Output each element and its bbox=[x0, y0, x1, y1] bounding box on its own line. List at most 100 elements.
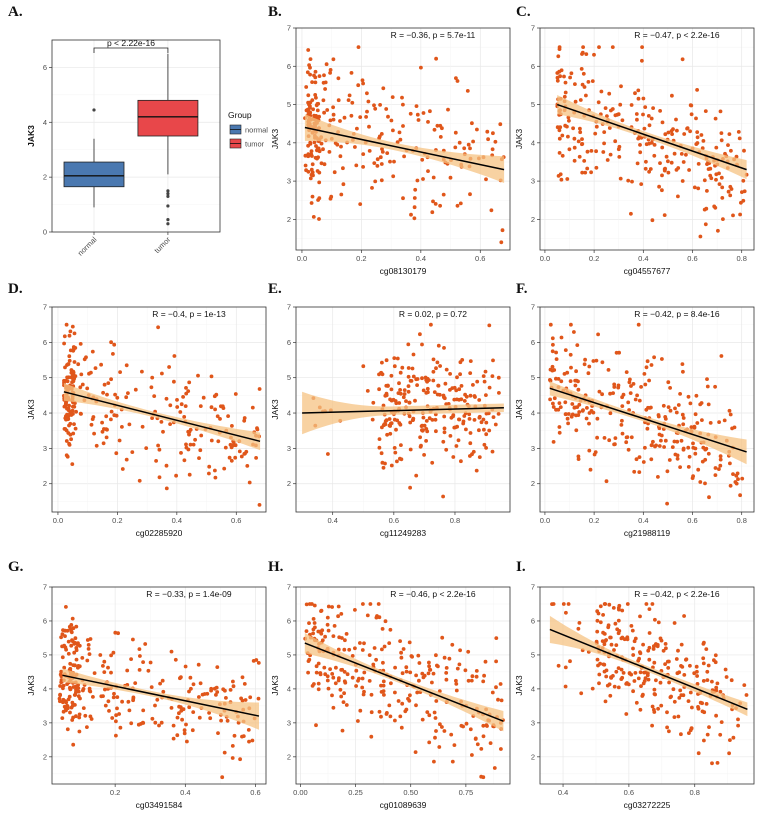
x-tick-label: 0.50 bbox=[403, 788, 418, 797]
data-point bbox=[68, 409, 73, 414]
data-point bbox=[642, 372, 647, 376]
data-point bbox=[433, 716, 438, 720]
data-point bbox=[551, 401, 555, 406]
data-point bbox=[181, 707, 186, 712]
data-point bbox=[583, 170, 588, 175]
data-point bbox=[579, 67, 584, 71]
data-point bbox=[653, 692, 657, 697]
data-point bbox=[360, 648, 365, 652]
data-point bbox=[124, 395, 129, 400]
data-point bbox=[360, 676, 365, 681]
data-point bbox=[617, 629, 622, 633]
data-point bbox=[472, 418, 477, 422]
data-point bbox=[114, 713, 118, 718]
data-point bbox=[608, 411, 613, 416]
data-point bbox=[303, 153, 308, 158]
data-point bbox=[361, 364, 366, 369]
data-point bbox=[60, 655, 65, 660]
data-point bbox=[92, 671, 97, 675]
data-point bbox=[339, 694, 344, 699]
data-point bbox=[603, 106, 608, 110]
data-point bbox=[548, 378, 553, 383]
data-point bbox=[402, 154, 406, 159]
data-point bbox=[695, 421, 700, 425]
data-point bbox=[673, 406, 677, 411]
data-point bbox=[340, 667, 345, 672]
data-point bbox=[696, 706, 701, 711]
data-point bbox=[369, 734, 374, 739]
data-point bbox=[563, 684, 568, 689]
data-point bbox=[618, 102, 623, 107]
data-point bbox=[358, 115, 363, 119]
data-point bbox=[570, 412, 575, 417]
data-point bbox=[362, 670, 367, 675]
data-point bbox=[687, 168, 691, 172]
data-point bbox=[484, 393, 488, 397]
data-point bbox=[105, 392, 109, 397]
y-tick-label: 5 bbox=[43, 650, 47, 659]
data-point bbox=[678, 688, 683, 693]
data-point bbox=[568, 352, 573, 357]
data-point bbox=[111, 352, 115, 356]
data-point bbox=[652, 660, 657, 665]
data-point bbox=[557, 47, 562, 51]
data-point bbox=[369, 692, 374, 697]
data-point bbox=[384, 712, 389, 716]
data-point bbox=[637, 470, 642, 474]
data-point bbox=[639, 182, 644, 187]
data-point bbox=[411, 352, 416, 357]
data-point bbox=[569, 365, 573, 370]
data-point bbox=[724, 675, 729, 679]
data-point bbox=[494, 685, 498, 690]
data-point bbox=[65, 406, 69, 411]
data-point bbox=[379, 683, 383, 688]
data-point bbox=[667, 680, 671, 685]
data-point bbox=[406, 374, 411, 379]
data-point bbox=[417, 661, 422, 665]
data-point bbox=[662, 445, 666, 449]
data-point bbox=[256, 661, 261, 665]
data-point bbox=[662, 167, 667, 172]
data-point bbox=[314, 114, 318, 118]
y-tick-label: 4 bbox=[531, 409, 535, 418]
data-point bbox=[186, 447, 191, 452]
x-tick-label: 0.8 bbox=[690, 788, 700, 797]
data-point bbox=[455, 666, 460, 671]
data-point bbox=[723, 667, 728, 672]
data-point bbox=[322, 665, 327, 670]
data-point bbox=[137, 668, 142, 672]
data-point bbox=[254, 658, 259, 662]
y-tick-label: 0 bbox=[43, 228, 47, 237]
data-point bbox=[103, 703, 108, 708]
data-point bbox=[443, 381, 448, 386]
data-point bbox=[65, 727, 70, 732]
data-point bbox=[305, 70, 310, 75]
data-point bbox=[448, 434, 453, 438]
data-point bbox=[420, 376, 424, 381]
data-point bbox=[467, 412, 472, 417]
data-point bbox=[638, 150, 643, 155]
data-point bbox=[441, 439, 446, 444]
data-point bbox=[576, 139, 581, 144]
data-point bbox=[646, 648, 651, 653]
data-point bbox=[586, 80, 591, 84]
data-point bbox=[454, 688, 459, 693]
data-point bbox=[431, 199, 435, 204]
x-tick-label: 0.6 bbox=[687, 254, 697, 263]
data-point bbox=[705, 377, 709, 381]
data-point bbox=[338, 154, 343, 159]
data-point bbox=[157, 475, 162, 480]
data-point bbox=[68, 687, 73, 692]
data-point bbox=[629, 384, 633, 388]
data-point bbox=[548, 367, 553, 372]
data-point bbox=[342, 670, 347, 674]
regression-line bbox=[549, 387, 747, 453]
data-point bbox=[316, 687, 321, 692]
data-point bbox=[492, 766, 497, 770]
data-point bbox=[200, 692, 205, 697]
data-point bbox=[727, 408, 732, 413]
data-point bbox=[576, 454, 581, 459]
data-point bbox=[637, 398, 642, 403]
data-point bbox=[71, 404, 75, 409]
